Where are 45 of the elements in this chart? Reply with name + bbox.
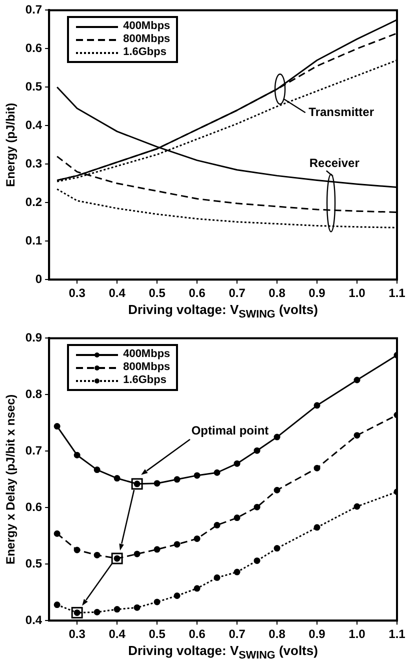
x-tick-label: 0.3 <box>68 627 86 642</box>
y-tick-label: 0.6 <box>25 500 42 514</box>
y-tick-label: 0.5 <box>25 556 42 570</box>
x-tick-label: 0.4 <box>108 627 126 642</box>
legend-label: 400Mbps <box>123 348 170 362</box>
legend-label: 800Mbps <box>123 361 170 374</box>
x-axis-title: Driving voltage: V$_{SWING}$ (volts) <box>128 302 318 321</box>
annotation: Transmitter <box>308 104 374 119</box>
y-tick-label: 0.2 <box>25 194 42 209</box>
y-tick-label: 0.3 <box>25 156 42 170</box>
y-tick-label: 0.4 <box>25 118 42 132</box>
y-tick-label: 0.7 <box>25 2 42 17</box>
y-tick-label: 0.6 <box>25 41 42 55</box>
x-tick-label: 0.7 <box>228 286 246 300</box>
x-axis-title: Driving voltage: V$_{SWING}$ (volts) <box>128 643 318 662</box>
y-tick-label: 0.5 <box>25 79 42 94</box>
x-tick-label: 0.6 <box>188 627 206 642</box>
x-tick-label: 1.0 <box>348 627 366 642</box>
y-tick-label: 0.4 <box>25 612 42 627</box>
legend-label: 800Mbps <box>123 33 170 46</box>
x-tick-label: 0.5 <box>148 627 166 642</box>
y-axis-title: Energy (pJ/bit) <box>4 102 18 187</box>
x-tick-label: 0.4 <box>108 286 126 300</box>
y-axis-title: Energy x Delay (pJ/bit x nsec) <box>4 394 18 564</box>
x-tick-label: 0.9 <box>308 627 326 642</box>
x-tick-label: 1.1 <box>388 627 406 642</box>
x-tick-label: 0.8 <box>268 286 286 300</box>
x-tick-label: 1.0 <box>348 286 366 300</box>
x-tick-label: 1.1 <box>388 286 406 300</box>
x-tick-label: 0.7 <box>228 627 246 642</box>
y-tick-label: 0.9 <box>25 330 42 345</box>
x-tick-label: 0.5 <box>148 286 166 300</box>
legend-label: 400Mbps <box>123 20 170 34</box>
y-tick-label: 0 <box>35 272 42 286</box>
annotation: Receiver <box>309 156 360 170</box>
legend-label: 1.6Gbps <box>123 374 166 388</box>
y-tick-label: 0.7 <box>25 443 42 458</box>
annotation: Optimal point <box>191 424 269 438</box>
legend-label: 1.6Gbps <box>123 46 166 60</box>
x-tick-label: 0.6 <box>188 286 206 300</box>
y-tick-label: 0.8 <box>25 386 42 401</box>
x-tick-label: 0.9 <box>308 286 326 300</box>
y-tick-label: 0.1 <box>25 233 42 248</box>
x-tick-label: 0.3 <box>68 286 86 300</box>
x-tick-label: 0.8 <box>268 627 286 642</box>
